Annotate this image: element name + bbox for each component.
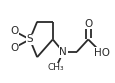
Text: O: O: [10, 26, 18, 36]
Text: CH₃: CH₃: [47, 63, 64, 72]
Text: O: O: [83, 19, 92, 29]
Text: S: S: [26, 34, 33, 44]
Text: O: O: [10, 43, 18, 53]
Text: N: N: [59, 47, 66, 57]
Text: HO: HO: [93, 48, 109, 58]
